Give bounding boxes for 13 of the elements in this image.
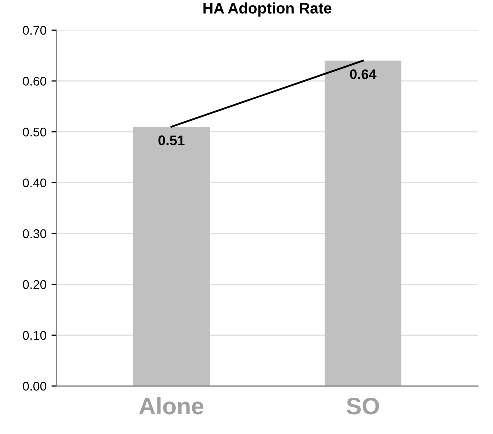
y-tick-label: 0.30	[23, 230, 46, 238]
y-tick-label: 0.10	[23, 331, 46, 340]
x-tick-label: Alone	[139, 397, 204, 415]
y-tick-label: 0.70	[23, 26, 46, 36]
y-tick-label: 0.60	[23, 77, 46, 86]
data-label: 0.64	[350, 70, 377, 80]
y-tick-label: 0.20	[23, 280, 46, 290]
chart-title: HA Adoption Rate	[204, 2, 332, 17]
y-tick-label: 0.50	[23, 128, 46, 137]
x-tick-label: SO	[346, 398, 380, 415]
y-tick-label: 0.40	[23, 178, 46, 188]
data-label: 0.51	[158, 136, 185, 146]
y-tick-label: 0.00	[23, 382, 46, 391]
